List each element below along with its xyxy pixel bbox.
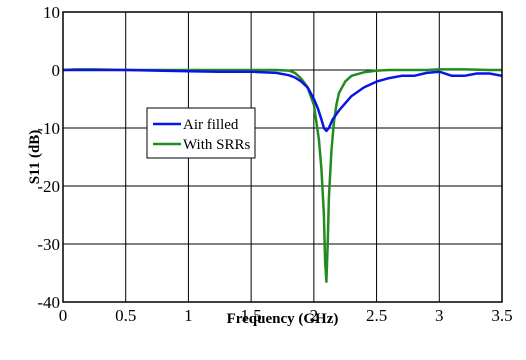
legend-label: With SRRs [183, 137, 250, 153]
x-tick-label: 2 [310, 306, 319, 325]
y-tick-label: -10 [37, 119, 60, 138]
plot-frame [62, 11, 503, 303]
y-tick-label: 0 [52, 61, 61, 80]
x-tick-label: 0 [59, 306, 68, 325]
y-tick-label: -40 [37, 293, 60, 312]
x-tick-label: 3.5 [491, 306, 512, 325]
series-layer [62, 68, 503, 283]
series-line-with-srrs [62, 68, 502, 283]
x-tick-label: 1 [184, 306, 193, 325]
x-tick-label: 1.5 [241, 306, 262, 325]
y-tick-label: -30 [37, 235, 60, 254]
series-line-air-filled [63, 68, 503, 133]
grid-lines [63, 12, 502, 302]
x-tick-label: 3 [435, 306, 444, 325]
legend: Air filled With SRRs [146, 107, 256, 159]
legend-box [146, 107, 256, 159]
legend-label: Air filled [183, 117, 239, 133]
y-tick-label: 10 [43, 3, 60, 22]
x-axis-label: Frequency (GHz) [227, 311, 339, 327]
tick-labels: 0 0.5 1 1.5 2 2.5 3 3.5 10 0 -10 -20 -30 -40 [37, 3, 512, 325]
x-tick-label: 0.5 [115, 306, 136, 325]
y-tick-label: -20 [37, 177, 60, 196]
y-axis-label: S11 (dB) [27, 130, 43, 185]
x-tick-label: 2.5 [366, 306, 387, 325]
